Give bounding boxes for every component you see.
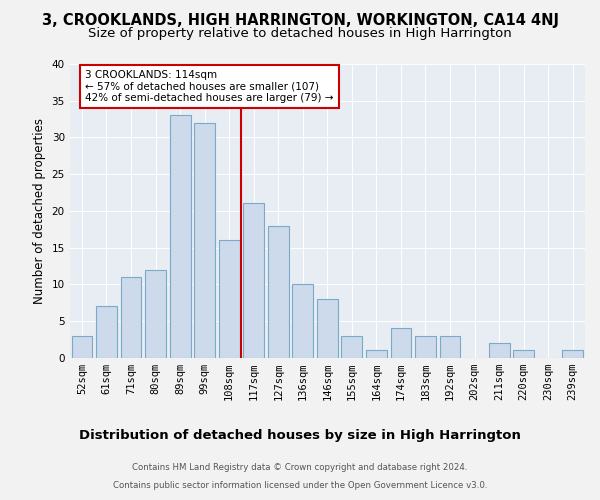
Text: Distribution of detached houses by size in High Harrington: Distribution of detached houses by size … — [79, 430, 521, 442]
Bar — [317, 299, 338, 358]
Text: 3, CROOKLANDS, HIGH HARRINGTON, WORKINGTON, CA14 4NJ: 3, CROOKLANDS, HIGH HARRINGTON, WORKINGT… — [41, 12, 559, 28]
Bar — [391, 328, 412, 358]
Bar — [513, 350, 534, 358]
Text: Size of property relative to detached houses in High Harrington: Size of property relative to detached ho… — [88, 28, 512, 40]
Bar — [170, 116, 191, 358]
Bar — [71, 336, 92, 357]
Bar — [121, 277, 142, 357]
Text: Contains HM Land Registry data © Crown copyright and database right 2024.: Contains HM Land Registry data © Crown c… — [132, 464, 468, 472]
Bar — [243, 204, 264, 358]
Bar — [366, 350, 387, 358]
Bar — [341, 336, 362, 357]
Bar — [96, 306, 117, 358]
Bar — [562, 350, 583, 358]
Bar — [219, 240, 239, 358]
Bar — [292, 284, 313, 358]
Y-axis label: Number of detached properties: Number of detached properties — [33, 118, 46, 304]
Text: Contains public sector information licensed under the Open Government Licence v3: Contains public sector information licen… — [113, 481, 487, 490]
Bar — [440, 336, 460, 357]
Bar — [488, 343, 509, 357]
Bar — [415, 336, 436, 357]
Bar — [145, 270, 166, 358]
Text: 3 CROOKLANDS: 114sqm
← 57% of detached houses are smaller (107)
42% of semi-deta: 3 CROOKLANDS: 114sqm ← 57% of detached h… — [85, 70, 334, 103]
Bar — [194, 122, 215, 358]
Bar — [268, 226, 289, 358]
